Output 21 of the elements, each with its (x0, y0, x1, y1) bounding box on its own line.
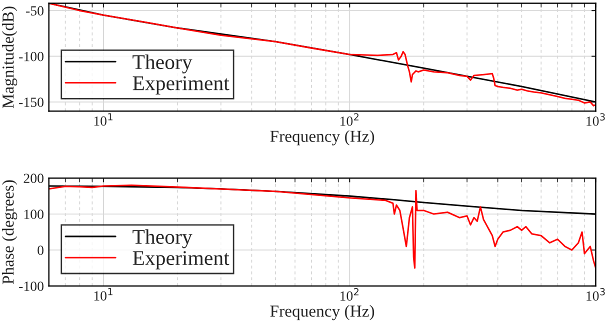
legend-label: Experiment (132, 251, 230, 270)
x-tick-label: 10$^{2}$ (340, 288, 358, 301)
x-tick-label: 10$^{3}$ (586, 113, 605, 126)
x-tick-label: 10$^{2}$ (340, 113, 358, 126)
x-tick-label: 10$^{1}$ (94, 288, 112, 301)
x-tick-label: 10$^{1}$ (94, 113, 112, 126)
legend-label: Theory (132, 54, 192, 74)
legend-label: Experiment (132, 76, 230, 95)
x-axis-title: Frequency (Hz) (270, 305, 374, 320)
y-tick-label: 0 (38, 246, 44, 255)
x-tick-label: 10$^{3}$ (586, 288, 605, 301)
y-tick-label: -100 (19, 52, 44, 62)
y-axis-title: Phase (degrees) (2, 180, 18, 284)
x-axis-title: Frequency (Hz) (270, 130, 374, 146)
y-tick-label: 200 (24, 174, 44, 184)
y-tick-label: 100 (24, 210, 44, 220)
legend-label: Theory (132, 229, 192, 248)
y-tick-label: -100 (19, 282, 44, 291)
y-tick-label: -150 (19, 98, 44, 107)
y-axis-title: Magnitude(dB) (2, 6, 18, 108)
y-tick-label: -50 (26, 6, 44, 16)
